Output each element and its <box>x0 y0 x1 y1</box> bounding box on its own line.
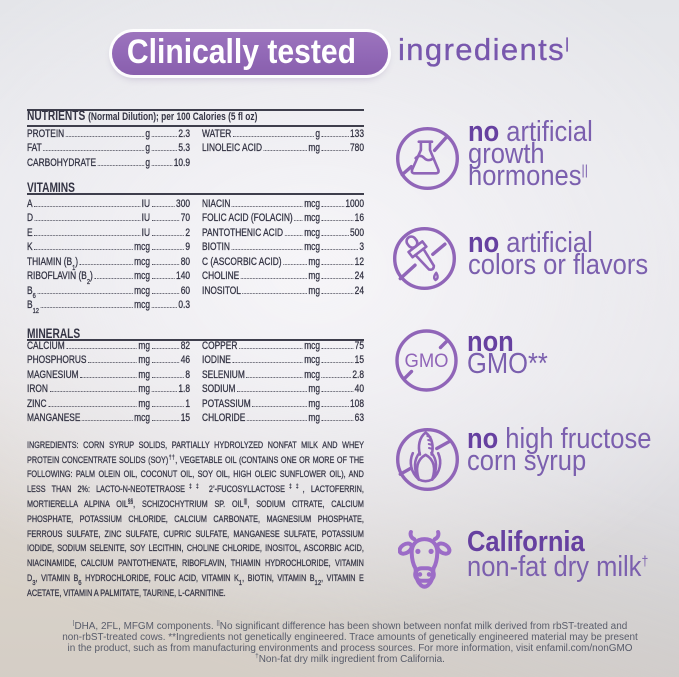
svg-text:GMO: GMO <box>405 350 449 372</box>
